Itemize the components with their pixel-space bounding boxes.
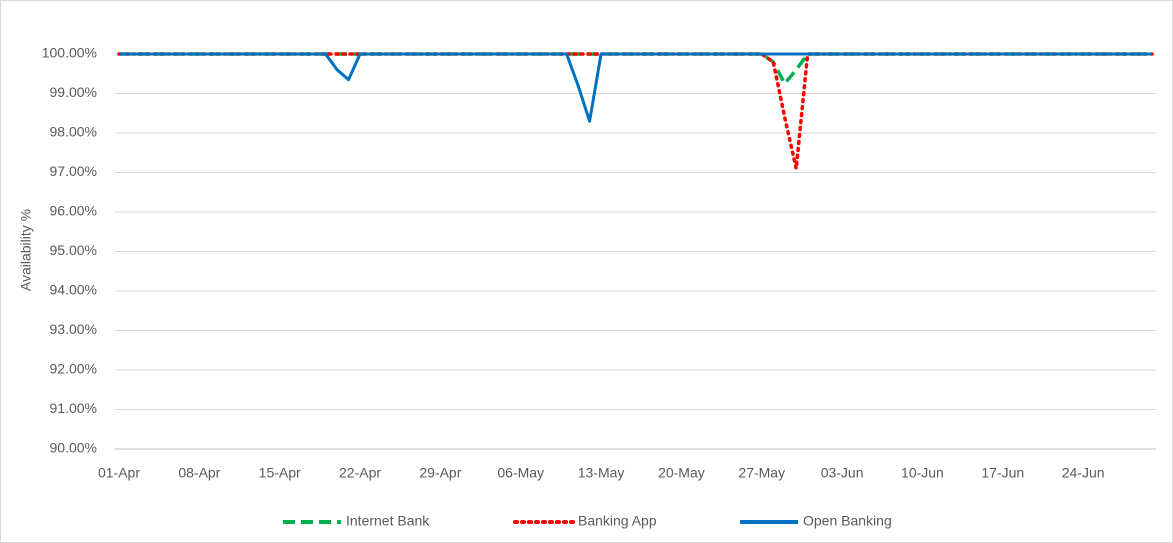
y-tick-label: 96.00%: [50, 203, 97, 219]
y-tick-label: 99.00%: [50, 84, 97, 100]
y-axis-label: Availability %: [18, 209, 34, 291]
legend-label: Open Banking: [803, 513, 892, 529]
x-tick-label: 06-May: [497, 465, 544, 481]
x-tick-label: 15-Apr: [259, 465, 301, 481]
x-tick-label: 10-Jun: [901, 465, 944, 481]
x-tick-label: 24-Jun: [1062, 465, 1105, 481]
x-tick-label: 22-Apr: [339, 465, 381, 481]
x-tick-label: 17-Jun: [981, 465, 1024, 481]
x-tick-label: 03-Jun: [821, 465, 864, 481]
legend-label: Internet Bank: [346, 513, 430, 529]
y-tick-label: 90.00%: [50, 440, 97, 456]
y-tick-label: 100.00%: [42, 45, 97, 61]
x-tick-label: 01-Apr: [98, 465, 140, 481]
y-tick-label: 97.00%: [50, 163, 97, 179]
y-tick-label: 91.00%: [50, 400, 97, 416]
legend-label: Banking App: [578, 513, 657, 529]
y-tick-label: 95.00%: [50, 242, 97, 258]
y-tick-label: 92.00%: [50, 361, 97, 377]
x-tick-label: 29-Apr: [419, 465, 461, 481]
series-line: [119, 52, 1152, 123]
y-tick-label: 98.00%: [50, 124, 97, 140]
x-tick-label: 27-May: [738, 465, 785, 481]
y-tick-label: 93.00%: [50, 321, 97, 337]
y-tick-label: 94.00%: [50, 282, 97, 298]
x-tick-label: 13-May: [578, 465, 625, 481]
x-tick-label: 08-Apr: [178, 465, 220, 481]
x-tick-label: 20-May: [658, 465, 705, 481]
